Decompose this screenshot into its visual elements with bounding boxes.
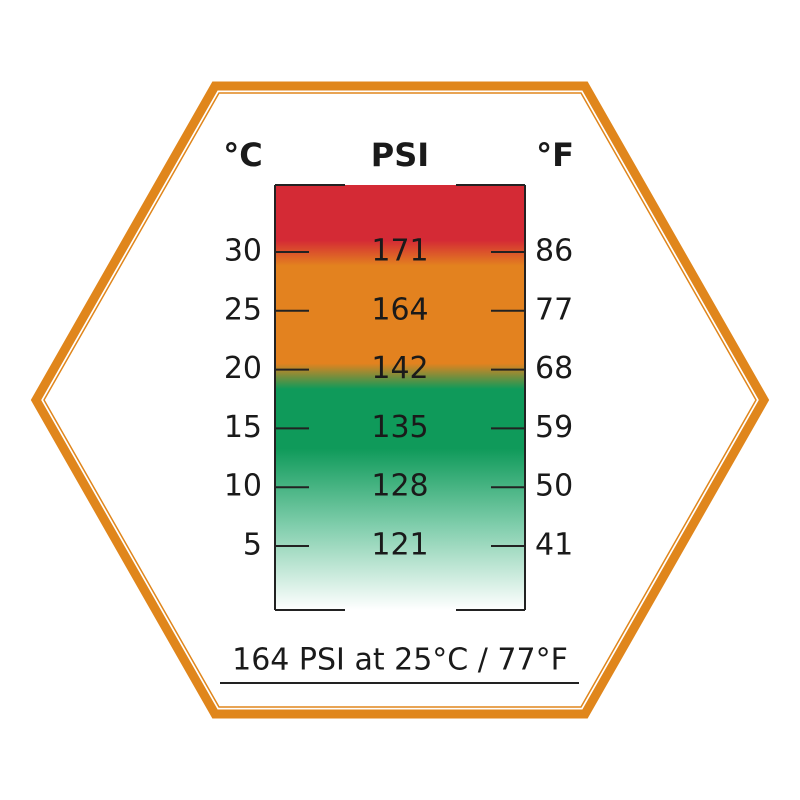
hexagon-inner [43, 92, 757, 708]
psi-value: 142 [371, 351, 428, 386]
gauge-frame [274, 184, 526, 611]
celsius-value: 25 [224, 292, 262, 327]
psi-header: PSI [371, 136, 429, 174]
footer-note: 164 PSI at 25°C / 77°F [232, 643, 568, 678]
celsius-value: 30 [224, 234, 262, 269]
psi-value: 164 [371, 292, 428, 327]
psi-value: 135 [371, 410, 428, 445]
fahrenheit-value: 68 [535, 351, 573, 386]
celsius-value: 20 [224, 351, 262, 386]
fahrenheit-header: °F [536, 136, 574, 174]
fahrenheit-value: 77 [535, 292, 573, 327]
celsius-header: °C [223, 136, 262, 174]
fahrenheit-value: 41 [535, 528, 573, 563]
psi-value: 171 [371, 234, 428, 269]
fahrenheit-value: 59 [535, 410, 573, 445]
celsius-value: 15 [224, 410, 262, 445]
psi-value: 128 [371, 469, 428, 504]
celsius-value: 10 [224, 469, 262, 504]
fahrenheit-value: 86 [535, 234, 573, 269]
rows: 30 171 86 25 164 77 20 142 68 15 135 59 10 128 50 5 121 4… [224, 234, 573, 563]
gauge-scale [275, 185, 525, 610]
psi-value: 121 [371, 528, 428, 563]
celsius-value: 5 [243, 528, 262, 563]
fahrenheit-value: 50 [535, 469, 573, 504]
